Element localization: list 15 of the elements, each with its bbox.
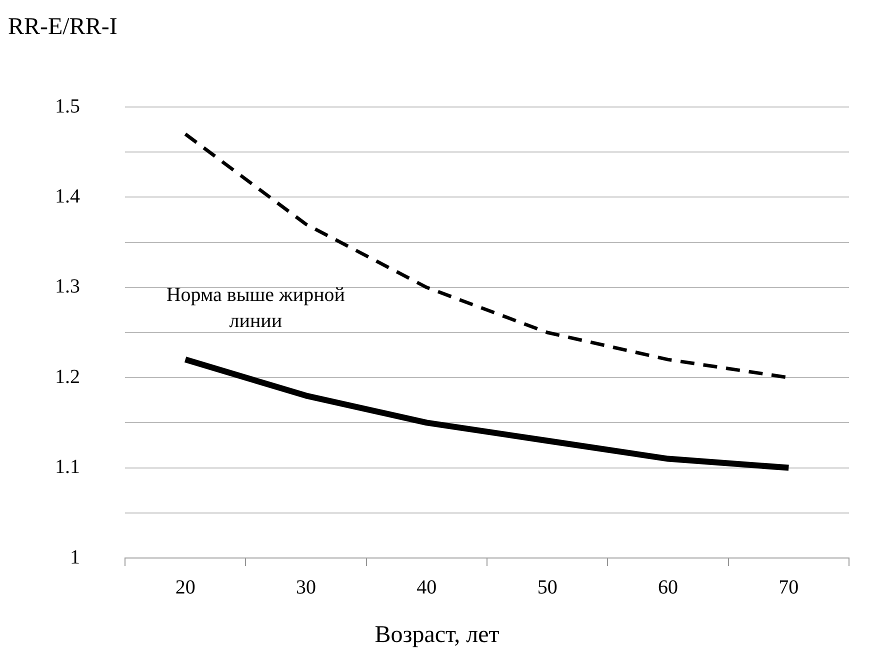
x-axis-title: Возраст, лет xyxy=(374,622,500,649)
x-tick-label: 40 xyxy=(416,576,437,598)
y-tick-label: 1.1 xyxy=(55,456,80,478)
x-tick-label: 60 xyxy=(658,576,678,598)
y-tick-label: 1 xyxy=(70,546,80,568)
y-tick-label: 1.4 xyxy=(55,185,80,208)
y-tick-label: 1.3 xyxy=(55,276,80,298)
x-tick-label: 30 xyxy=(296,576,316,598)
x-tick-label: 20 xyxy=(175,576,196,598)
x-tick-label: 50 xyxy=(537,576,558,598)
y-tick-label: 1.2 xyxy=(55,366,80,388)
annotation: Норма выше жирной линии xyxy=(166,284,346,332)
y-axis-title: RR-E/RR-I xyxy=(8,14,118,41)
x-tick-label: 70 xyxy=(778,576,799,598)
y-tick-label: 1.5 xyxy=(55,95,80,118)
